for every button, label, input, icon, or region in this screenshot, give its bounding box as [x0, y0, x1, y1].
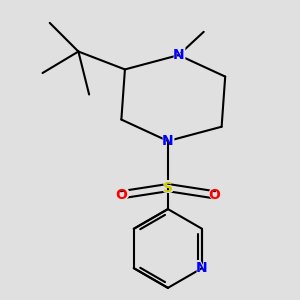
Text: N: N: [160, 132, 175, 150]
Text: S: S: [163, 181, 173, 195]
Text: O: O: [207, 186, 222, 204]
Text: N: N: [173, 48, 184, 62]
Text: N: N: [194, 259, 209, 277]
Text: O: O: [116, 188, 127, 202]
Text: O: O: [114, 186, 129, 204]
Text: S: S: [161, 178, 174, 196]
Text: N: N: [171, 46, 186, 64]
Text: N: N: [162, 134, 174, 148]
Text: O: O: [208, 188, 220, 202]
Text: N: N: [196, 261, 208, 275]
